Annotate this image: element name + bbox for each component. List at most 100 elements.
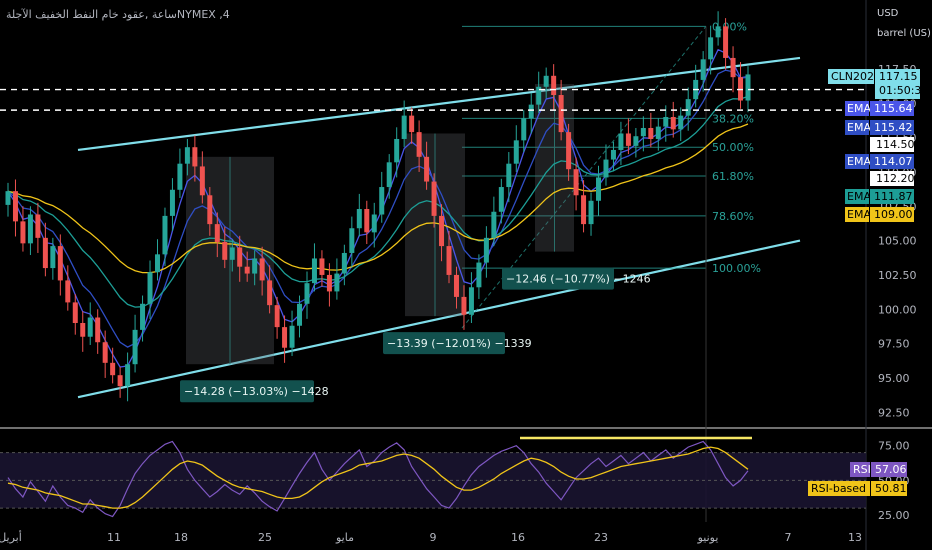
candle-body: [50, 246, 56, 269]
x-tick-label: 18: [174, 531, 188, 544]
y-tick-label: 95.00: [878, 372, 910, 385]
candle-body: [521, 118, 527, 141]
candle-body: [282, 327, 288, 348]
rsi-ma-tag: [808, 481, 870, 496]
range-label-text: −13.39 (−12.01%) −1339: [387, 337, 532, 350]
channel-lower-line: [77, 239, 801, 399]
candle-body: [528, 104, 534, 119]
fib-level-label: 38.20%: [712, 112, 754, 125]
rsi-value-bg: [871, 462, 907, 477]
x-tick-label: 23: [594, 531, 608, 544]
y-tick-label: 100.00: [878, 303, 917, 316]
candle-body: [498, 187, 504, 212]
countdown-text: 01:50:34: [879, 84, 928, 97]
candle-body: [57, 246, 63, 281]
channel-upper-line: [77, 56, 801, 152]
range-label-bg: [180, 380, 314, 403]
candle-body: [416, 132, 422, 157]
unit-sub-label: barrel (US): [877, 28, 931, 39]
candle-body: [379, 187, 385, 215]
candle-body: [35, 214, 41, 238]
x-tick-label: 7: [785, 531, 792, 544]
ema-value-tag-text: EMA: [847, 190, 871, 203]
candle-body: [102, 342, 108, 363]
ema-value-value: [870, 189, 914, 204]
ema-line: [7, 123, 749, 274]
ema-lines: [7, 48, 749, 368]
candle-body: [311, 258, 317, 284]
candle-body: [95, 317, 101, 343]
level2-text: 112.20: [876, 172, 915, 185]
candle-body: [192, 147, 198, 167]
fib-level-label: 61.80%: [712, 170, 754, 183]
candle-body: [244, 266, 250, 274]
y-tick-label: 105.00: [878, 235, 917, 248]
candle-body: [730, 57, 736, 78]
x-tick-label: يونيو: [697, 531, 719, 544]
candle-body: [745, 74, 751, 101]
candle-body: [169, 189, 175, 216]
candle-body: [326, 274, 332, 292]
range-label-bg: [383, 332, 505, 355]
candle-body: [177, 163, 183, 190]
level2-bg: [870, 171, 914, 186]
candle-body: [110, 362, 116, 376]
rsi-ma-tag-text: RSI-based MA: [811, 482, 887, 495]
candle-body: [461, 296, 467, 315]
ema-value-tag: [845, 154, 869, 169]
rsi-tick-label: 75.00: [878, 440, 910, 453]
candle-body: [356, 209, 362, 229]
candle-body: [476, 262, 482, 288]
candle-body: [581, 195, 587, 225]
x-tick-label: مايو: [335, 531, 354, 544]
last-price-text: 117.15: [879, 70, 918, 83]
candle-body: [618, 133, 624, 150]
ema-value-value-text: 115.42: [874, 121, 913, 134]
ema-value-value: [870, 101, 914, 116]
candles-layer: [5, 11, 751, 402]
ema-value-tag-text: EMA: [847, 121, 871, 134]
range-label-bg: [502, 267, 614, 290]
range-label-text: −14.28 (−13.03%) −1428: [184, 385, 329, 398]
x-tick-label: أبريل: [0, 530, 22, 544]
ema-value-value-text: 114.07: [874, 155, 913, 168]
candle-body: [640, 127, 646, 137]
candle-body: [648, 127, 654, 139]
candle-body: [80, 323, 86, 337]
candle-body: [162, 215, 168, 255]
candle-body: [349, 228, 355, 253]
candle-body: [700, 59, 706, 80]
candle-body: [364, 209, 370, 233]
ema-value-tag-text: EMA: [847, 208, 871, 221]
candle-body: [214, 224, 220, 242]
candle-body: [207, 195, 213, 225]
candle-body: [566, 132, 572, 170]
fib-level-label: 100.00%: [712, 262, 761, 275]
rsi-pane: [0, 436, 866, 518]
candle-body: [147, 272, 153, 304]
ema-value-value-text: 111.87: [874, 190, 913, 203]
candle-body: [267, 280, 273, 306]
candle-body: [723, 26, 729, 58]
ema-value-value: [870, 120, 914, 135]
candle-body: [543, 75, 549, 87]
candle-body: [371, 214, 377, 233]
candle-body: [199, 166, 205, 196]
candle-body: [715, 26, 721, 38]
candle-body: [125, 364, 131, 387]
candle-body: [685, 99, 691, 116]
candle-body: [252, 258, 258, 274]
candle-body: [5, 191, 11, 205]
ema-line: [7, 69, 749, 348]
ema-line: [7, 95, 749, 308]
candle-body: [513, 140, 519, 164]
candle-body: [341, 252, 347, 274]
candle-body: [274, 305, 280, 328]
candle-body: [229, 247, 235, 260]
level1-text: 114.50: [876, 138, 915, 151]
ema-value-tag: [845, 120, 869, 135]
dashed-levels: [0, 88, 866, 111]
